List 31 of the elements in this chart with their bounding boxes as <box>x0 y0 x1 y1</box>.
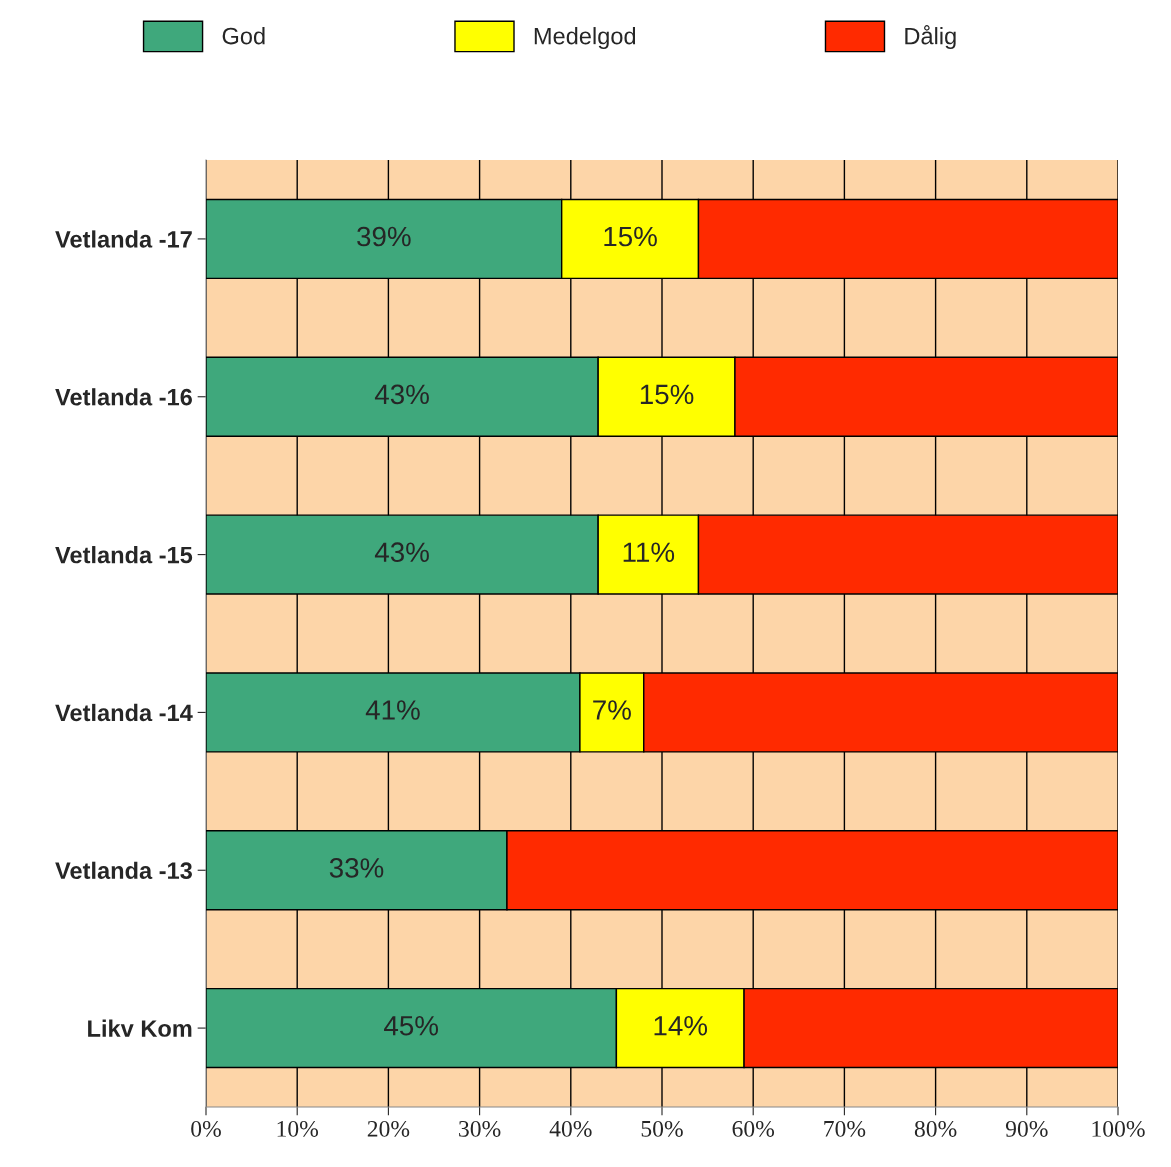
x-tick-label: 0% <box>191 1120 221 1137</box>
data-label: 43% <box>374 542 429 563</box>
y-tick-label: Vetlanda -16 <box>55 388 192 406</box>
data-label: 14% <box>654 1015 708 1036</box>
x-tick-label: 20% <box>367 1120 410 1137</box>
x-tick-label: 100% <box>1092 1120 1145 1137</box>
x-tick-label: 40% <box>549 1120 592 1137</box>
x-tick-label: 30% <box>459 1120 501 1137</box>
y-tick-label: Likv Kom <box>88 1019 192 1037</box>
data-label: 45% <box>384 1015 439 1036</box>
data-label: 15% <box>640 384 694 405</box>
data-label: 11% <box>623 542 675 562</box>
x-tick-label: 90% <box>1005 1120 1048 1137</box>
data-label: 33% <box>329 858 384 878</box>
data-label: 43% <box>374 384 429 405</box>
y-tick-label: Vetlanda -14 <box>55 703 193 722</box>
legend-label: Dålig <box>905 25 956 50</box>
y-tick-label: Vetlanda -17 <box>55 230 192 248</box>
data-label: 41% <box>365 700 420 720</box>
y-tick-label: Vetlanda -13 <box>55 861 192 880</box>
y-tick-label: Vetlanda -15 <box>55 546 193 564</box>
legend-label: Medelgod <box>534 27 636 50</box>
data-label: 15% <box>604 226 657 247</box>
data-label: 7% <box>593 700 631 720</box>
x-tick-label: 80% <box>914 1120 957 1137</box>
legend-label: God <box>222 27 265 45</box>
data-label: 39% <box>357 226 411 247</box>
x-tick-label: 60% <box>732 1120 775 1137</box>
x-tick-label: 50% <box>641 1120 683 1137</box>
x-tick-label: 70% <box>824 1120 866 1137</box>
x-tick-label: 10% <box>277 1120 319 1137</box>
